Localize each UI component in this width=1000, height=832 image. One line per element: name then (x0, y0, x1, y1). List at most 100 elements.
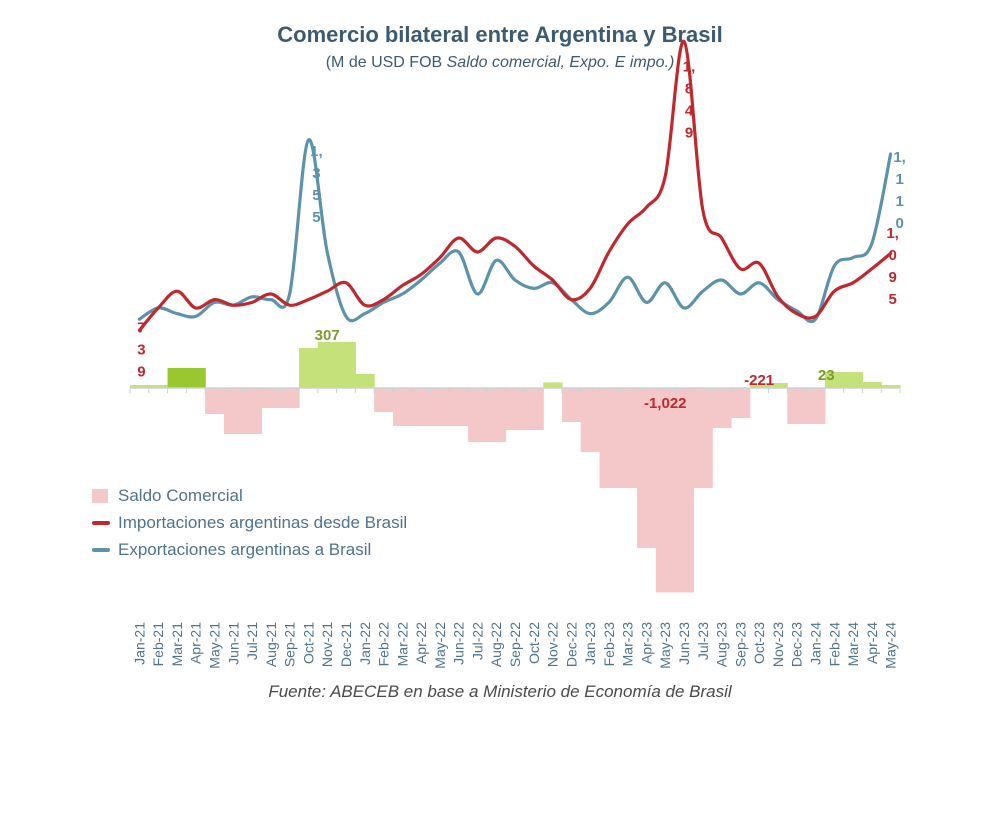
bar-Sep-21 (280, 388, 300, 408)
bar-Mar-23 (618, 388, 638, 488)
x-tick-label: Oct-22 (526, 622, 542, 664)
x-tick-label: Dec-21 (338, 622, 354, 667)
x-tick-label: May-21 (207, 622, 223, 669)
legend-item-exportaciones: Exportaciones argentinas a Brasil (92, 536, 407, 563)
x-tick-label: Mar-23 (620, 622, 636, 667)
x-tick-label: Dec-22 (563, 622, 579, 667)
x-tick-label: Jan-22 (357, 622, 373, 665)
data-label: 23 (818, 367, 835, 384)
bar-Feb-21 (148, 385, 169, 388)
bar-Mar-21 (167, 368, 187, 388)
x-tick-label: Jun-23 (676, 622, 692, 665)
bar-Feb-24 (824, 372, 845, 388)
bar-Aug-21 (261, 388, 281, 408)
legend-swatch-importaciones (92, 520, 110, 525)
legend-label-saldo: Saldo Comercial (118, 485, 243, 505)
chart-subtitle-prefix: (M de USD FOB (325, 54, 447, 71)
x-tick-label: Sep-22 (507, 622, 523, 667)
x-tick-label: Oct-23 (751, 622, 767, 664)
data-label: 1, 8 4 9 (683, 58, 696, 141)
x-tick-label: Feb-24 (826, 622, 842, 667)
data-label: -1,022 (644, 395, 687, 412)
bar-Jan-22 (355, 374, 375, 388)
x-tick-label: Jan-21 (131, 622, 147, 665)
legend-item-importaciones: Importaciones argentinas desde Brasil (92, 509, 407, 536)
data-label: 307 (315, 327, 340, 344)
x-tick-label: Aug-23 (714, 622, 730, 667)
bar-Jun-22 (449, 388, 469, 426)
bar-May-22 (430, 388, 450, 426)
x-tick-label: Jul-23 (695, 622, 711, 660)
legend-label-importaciones: Importaciones argentinas desde Brasil (118, 512, 408, 532)
bar-Nov-22 (543, 382, 563, 388)
x-tick-label: May-22 (432, 622, 448, 669)
bar-Sep-23 (730, 388, 751, 418)
legend-swatch-saldo (92, 488, 108, 503)
x-tick-label: Aug-21 (263, 622, 279, 667)
bar-Jul-22 (468, 388, 488, 442)
x-tick-label: Aug-22 (488, 622, 504, 667)
bar-Oct-23 (749, 383, 770, 388)
x-tick-label: Feb-22 (376, 622, 392, 667)
x-tick-label: Apr-23 (638, 622, 654, 664)
bar-Apr-21 (186, 368, 206, 388)
bar-May-24 (881, 385, 901, 388)
bar-Apr-23 (637, 388, 657, 548)
bar-Aug-23 (712, 388, 732, 428)
x-tick-label: Jan-24 (807, 622, 823, 665)
bar-Oct-22 (524, 388, 544, 430)
x-tick-label: May-24 (883, 622, 899, 669)
chart-title: Comercio bilateral entre Argentina y Bra… (277, 22, 723, 47)
chart-subtitle: (M de USD FOB Saldo comercial, Expo. E i… (0, 54, 1000, 72)
x-tick-labels: Jan-21 Feb-21 Mar-21 Apr-21 May-21 Jun-21 Jul-… (131, 622, 898, 669)
x-tick-label: May-23 (657, 622, 673, 669)
bar-Dec-21 (336, 342, 356, 388)
legend-label-exportaciones: Exportaciones argentinas a Brasil (118, 539, 372, 559)
bar-Feb-22 (374, 388, 394, 412)
x-tick-label: Nov-22 (545, 622, 561, 667)
bar-Nov-23 (768, 383, 788, 388)
line-importaciones (137, 39, 893, 332)
legend: Saldo Comercial Importaciones argentinas… (92, 482, 407, 563)
x-tick-label: Mar-24 (845, 622, 861, 667)
bar-Apr-24 (862, 382, 882, 388)
line-exportaciones (137, 138, 893, 324)
bar-Mar-24 (843, 372, 864, 388)
x-tick-label: Apr-22 (413, 622, 429, 664)
bar-Jul-21 (242, 388, 263, 434)
x-tick-label: Nov-21 (319, 622, 335, 667)
saldo-bars (130, 342, 901, 593)
bar-Aug-22 (486, 388, 507, 442)
bar-Nov-21 (317, 342, 338, 388)
bar-May-23 (655, 388, 676, 593)
data-label: 1, 1 1 0 (893, 149, 906, 232)
bar-Dec-22 (561, 388, 582, 422)
series-lines (137, 39, 893, 332)
bar-Apr-22 (411, 388, 432, 426)
x-tick-label: Jun-22 (451, 622, 467, 665)
bar-Jan-21 (130, 385, 150, 388)
x-tick-label: Apr-21 (188, 622, 204, 664)
x-tick-label: Apr-24 (864, 622, 880, 664)
x-tick-label: Oct-21 (300, 622, 316, 664)
bar-Mar-22 (392, 388, 413, 426)
bar-Jan-24 (806, 388, 826, 424)
x-tick-label: Jul-21 (244, 622, 260, 660)
x-tick-label: Jan-23 (582, 622, 598, 665)
bar-Jun-23 (674, 388, 695, 593)
x-axis (129, 387, 901, 393)
bar-Jul-23 (693, 388, 713, 488)
x-tick-label: Mar-22 (394, 622, 410, 667)
chart-subtitle-italic: Saldo comercial, Expo. E impo.) (446, 54, 675, 71)
legend-item-saldo: Saldo Comercial (92, 482, 407, 509)
x-tick-label: Sep-23 (732, 622, 748, 667)
x-tick-label: Jul-22 (469, 622, 485, 660)
x-tick-label: Nov-23 (770, 622, 786, 667)
bar-Jan-23 (580, 388, 601, 452)
x-tick-label: Mar-21 (169, 622, 185, 667)
bar-Feb-23 (599, 388, 619, 488)
x-tick-label: Dec-23 (789, 622, 805, 667)
x-tick-label: Jun-21 (225, 622, 241, 665)
